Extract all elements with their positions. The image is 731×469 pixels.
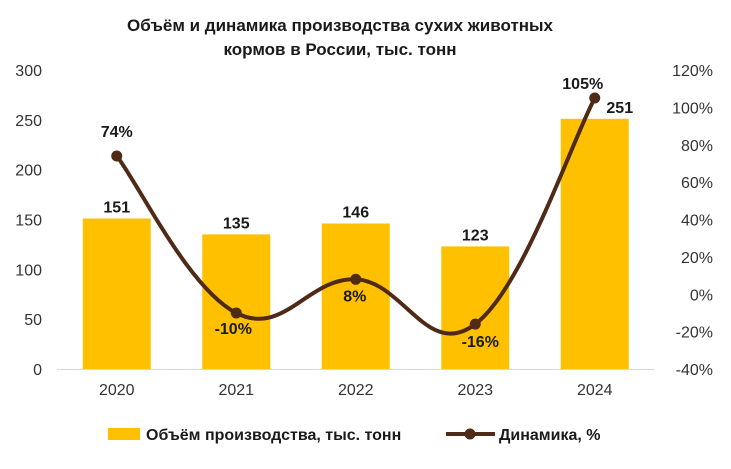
line-point (469, 318, 481, 330)
line-point (350, 273, 362, 285)
right-tick-label: 0% (690, 287, 713, 304)
line-point (589, 92, 601, 104)
line-series (111, 92, 601, 336)
bar-data-label: 146 (342, 204, 369, 221)
line-data-label: 8% (343, 288, 366, 305)
right-tick-label: -40% (676, 362, 713, 379)
bar (321, 223, 390, 369)
legend: Объём производства, тыс. тонн Динамика, … (108, 427, 601, 444)
legend-label-line: Динамика, % (499, 427, 601, 444)
line-point (230, 307, 242, 319)
left-tick-label: 150 (15, 213, 42, 230)
legend-swatch-bar (108, 428, 140, 440)
bar-data-label: 251 (606, 100, 633, 117)
x-tick-label: 2021 (218, 382, 254, 399)
legend-marker-line (464, 428, 476, 440)
x-tick-label: 2024 (577, 382, 613, 399)
left-tick-label: 200 (15, 163, 42, 180)
right-tick-label: 120% (672, 63, 713, 80)
chart-title-line-2: кормов в России, тыс. тонн (223, 40, 456, 59)
legend-label-bar: Объём производства, тыс. тонн (146, 427, 401, 444)
right-axis: -40% -20% 0% 20% 40% 60% 80% 100% 120% (672, 63, 713, 379)
bar-series (82, 118, 629, 369)
line-data-label: 105% (562, 76, 603, 93)
line-point (111, 150, 123, 162)
right-tick-label: 80% (681, 138, 713, 155)
line-data-label: -16% (462, 334, 499, 351)
left-tick-label: 250 (15, 113, 42, 130)
line-data-label: 74% (101, 124, 133, 141)
right-tick-label: 100% (672, 100, 713, 117)
line-data-label: -10% (215, 321, 252, 338)
x-axis: 2020 2021 2022 2023 2024 (99, 382, 613, 399)
left-tick-label: 0 (33, 362, 42, 379)
line-data-labels: 74% -10% 8% -16% 105% (101, 76, 603, 351)
right-tick-label: 20% (681, 250, 713, 267)
bar (560, 118, 629, 369)
x-tick-label: 2023 (457, 382, 493, 399)
bar (441, 246, 510, 369)
bar-data-label: 151 (103, 200, 130, 217)
x-tick-label: 2020 (99, 382, 135, 399)
right-tick-label: 40% (681, 213, 713, 230)
right-tick-label: 60% (681, 175, 713, 192)
left-tick-label: 300 (15, 63, 42, 80)
bar-data-label: 135 (223, 215, 250, 232)
x-tick-label: 2022 (338, 382, 374, 399)
right-tick-label: -20% (676, 325, 713, 342)
chart-title: Объём и динамика производства сухих живо… (127, 16, 554, 59)
left-tick-label: 100 (15, 262, 42, 279)
bar (202, 234, 271, 369)
bar-data-label: 123 (462, 227, 489, 244)
chart-title-line-1: Объём и динамика производства сухих живо… (127, 16, 554, 35)
bar-data-labels: 151 135 146 123 251 (103, 100, 633, 245)
left-axis: 0 50 100 150 200 250 300 (15, 63, 42, 379)
bar (82, 218, 151, 369)
left-tick-label: 50 (24, 312, 42, 329)
